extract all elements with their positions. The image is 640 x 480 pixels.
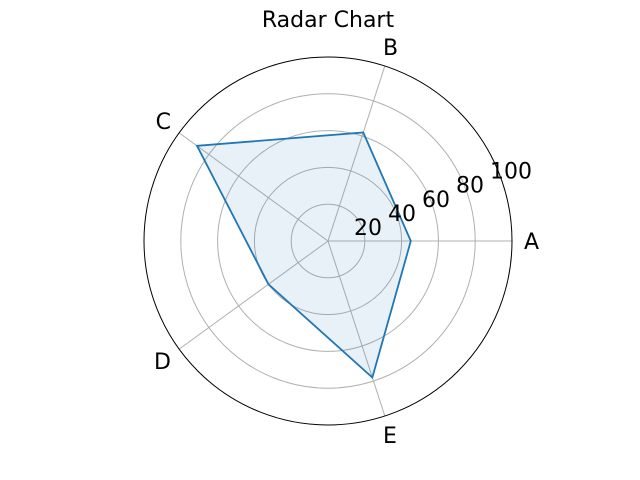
- r-tick-label-40: 40: [388, 202, 416, 227]
- data-series: [197, 133, 411, 378]
- category-label-B: B: [383, 36, 398, 61]
- r-tick-label-20: 20: [354, 216, 382, 241]
- chart-title: Radar Chart: [262, 8, 395, 33]
- category-label-D: D: [154, 350, 171, 375]
- r-tick-label-80: 80: [456, 174, 484, 199]
- r-tick-label-60: 60: [422, 188, 450, 213]
- category-label-C: C: [156, 110, 171, 135]
- category-label-A: A: [524, 230, 539, 255]
- r-tick-label-100: 100: [490, 160, 532, 185]
- category-label-E: E: [383, 424, 397, 449]
